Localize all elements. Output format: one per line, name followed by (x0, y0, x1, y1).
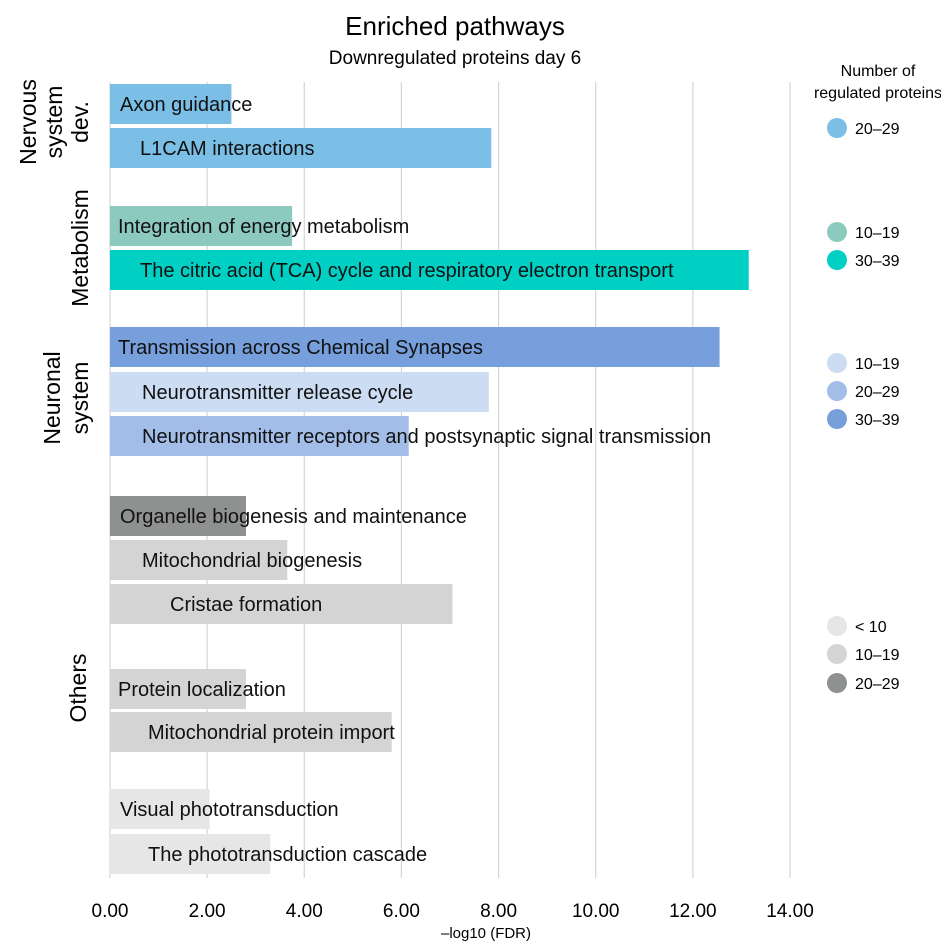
legend-title-line: regulated proteins (814, 85, 941, 102)
x-tick-label: 2.00 (189, 901, 226, 922)
legend-swatch (827, 673, 847, 693)
group-label: Neuronalsystem (39, 351, 93, 444)
legend-swatch (827, 222, 847, 242)
legend: 20–29 10–19 30–39 10–19 20–29 30–39 < 10 10–19 2… (827, 118, 900, 693)
chart-subtitle: Downregulated proteins day 6 (329, 48, 581, 69)
legend-label: 20–29 (855, 121, 900, 138)
legend-label: 10–19 (855, 225, 900, 242)
bar-label: Organelle biogenesis and maintenance (120, 506, 467, 528)
legend-label: 20–29 (855, 676, 900, 693)
x-axis-ticks: 0.00 2.00 4.00 6.00 8.00 10.00 12.00 14.00 (92, 901, 814, 922)
legend-swatch (827, 381, 847, 401)
group-label: Nervoussystemdev. (15, 79, 93, 165)
legend-title-line: Number of (841, 63, 916, 80)
bar-label: Protein localization (118, 679, 286, 701)
group-label: Metabolism (67, 189, 93, 307)
bar-label: Axon guidance (120, 94, 252, 116)
bar-label: Visual phototransduction (120, 799, 339, 821)
group-label-line: Neuronal (39, 351, 65, 444)
bar (110, 669, 246, 709)
bar-label: Transmission across Chemical Synapses (118, 337, 483, 359)
bar (110, 128, 492, 168)
x-tick-label: 4.00 (286, 901, 323, 922)
legend-label: 20–29 (855, 384, 900, 401)
gridlines (109, 82, 791, 878)
bar (110, 496, 246, 536)
x-tick-label: 6.00 (383, 901, 420, 922)
x-tick-label: 10.00 (572, 901, 620, 922)
bar-label: Neurotransmitter release cycle (142, 382, 413, 404)
bar (110, 540, 288, 580)
bar-label: Integration of energy metabolism (118, 216, 409, 238)
bar-label: L1CAM interactions (140, 138, 315, 160)
bar-label: Neurotransmitter receptors and postsynap… (142, 426, 711, 448)
bar-label: The phototransduction cascade (148, 844, 427, 866)
group-label-line: dev. (67, 101, 93, 143)
bar (110, 712, 392, 752)
legend-swatch (827, 409, 847, 429)
bar (110, 206, 293, 246)
bar-label: Cristae formation (170, 594, 322, 616)
bars: Axon guidance L1CAM interactions Integrati… (110, 84, 749, 874)
legend-title: Number of regulated proteins (814, 63, 941, 102)
bar (110, 372, 489, 412)
x-tick-label: 12.00 (669, 901, 717, 922)
group-label-line: Nervous (15, 79, 41, 165)
x-tick-label: 0.00 (92, 901, 129, 922)
bar (110, 84, 232, 124)
legend-swatch (827, 616, 847, 636)
group-label-line: Others (65, 653, 91, 722)
group-labels: Nervoussystemdev.MetabolismNeuronalsyste… (15, 79, 93, 722)
legend-swatch (827, 118, 847, 138)
bar (110, 584, 453, 624)
bar (110, 416, 409, 456)
bar (110, 327, 720, 367)
group-label: Others (65, 653, 91, 722)
group-label-line: system (41, 86, 67, 159)
legend-label: 10–19 (855, 647, 900, 664)
bar (110, 834, 271, 874)
legend-swatch (827, 250, 847, 270)
bar-label: Mitochondrial biogenesis (142, 550, 362, 572)
bar (110, 250, 749, 290)
chart-title: Enriched pathways (345, 11, 565, 41)
bar-label: The citric acid (TCA) cycle and respirat… (140, 260, 674, 282)
group-label-line: system (67, 362, 93, 435)
x-axis-label: –log10 (FDR) (441, 925, 531, 942)
legend-label: 30–39 (855, 253, 900, 270)
x-tick-label: 8.00 (480, 901, 517, 922)
bar-label: Mitochondrial protein import (148, 722, 395, 744)
legend-swatch (827, 353, 847, 373)
bar (110, 789, 210, 829)
legend-label: 30–39 (855, 412, 900, 429)
group-label-line: Metabolism (67, 189, 93, 307)
x-tick-label: 14.00 (766, 901, 814, 922)
legend-swatch (827, 644, 847, 664)
legend-label: < 10 (855, 619, 887, 636)
legend-label: 10–19 (855, 356, 900, 373)
